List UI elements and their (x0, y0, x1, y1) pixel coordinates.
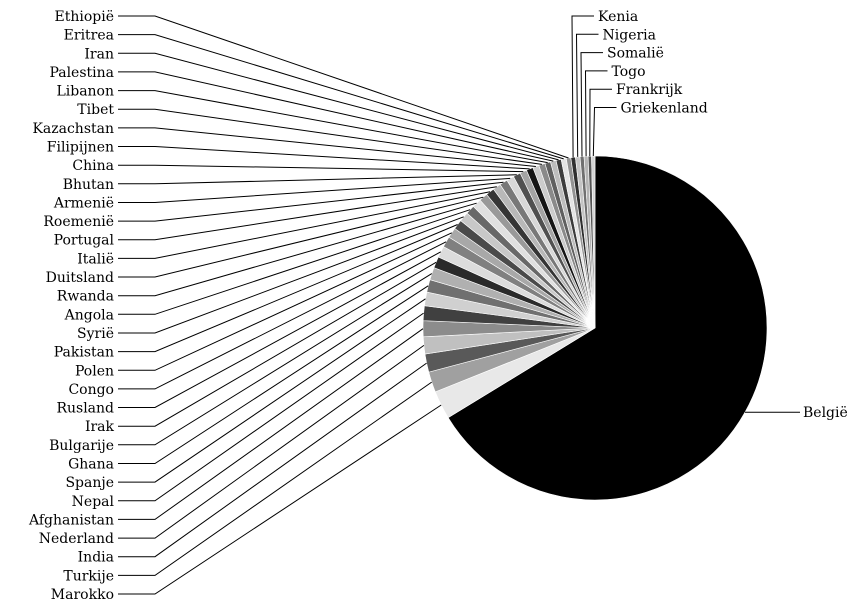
label-afghanistan: Afghanistan (28, 512, 114, 528)
label-turkije: Turkije (63, 568, 114, 584)
label-tibet: Tibet (77, 102, 114, 118)
leader-line-kazachstan (118, 127, 536, 167)
leader-line-somalie (580, 52, 603, 157)
label-somalie: Somalië (607, 46, 664, 62)
label-syrie: Syrië (77, 326, 114, 342)
leader-line-palestina (118, 71, 554, 162)
leader-line-duitsland (118, 196, 484, 278)
leader-line-nederland (118, 344, 425, 539)
label-rusland: Rusland (56, 401, 114, 417)
leader-line-syrie (118, 216, 464, 334)
leader-line-afghanistan (118, 328, 424, 520)
label-griekenland: Griekenland (621, 101, 708, 117)
leader-line-ethiopie (118, 15, 569, 159)
leader-line-iran (118, 52, 559, 161)
label-polen: Polen (75, 363, 114, 379)
leader-line-bulgarije (118, 273, 433, 446)
leader-line-turkije (118, 381, 432, 576)
label-china: China (72, 158, 114, 174)
label-frankrijk: Frankrijk (616, 82, 683, 98)
label-kazachstan: Kazachstan (32, 121, 114, 137)
leader-line-kenia (571, 15, 594, 158)
label-roemenie: Roemenië (43, 214, 114, 230)
label-congo: Congo (68, 382, 114, 398)
leader-line-bhutan (118, 174, 517, 185)
label-india: India (78, 550, 114, 566)
leader-line-polen (118, 232, 453, 371)
leader-line-marokko (118, 404, 442, 595)
label-nigeria: Nigeria (603, 27, 657, 43)
leader-line-nepal (118, 312, 424, 502)
leader-line-rusland (118, 251, 442, 408)
leader-line-angola (118, 209, 471, 315)
leader-line-italie (118, 191, 491, 259)
slice-griekenland (591, 155, 596, 329)
leader-line-china (118, 164, 524, 173)
label-rwanda: Rwanda (57, 289, 114, 305)
leader-line-griekenland (592, 107, 617, 157)
leader-line-rwanda (118, 202, 477, 297)
label-nepal: Nepal (72, 494, 115, 510)
label-italie: Italië (77, 251, 114, 267)
leader-line-armenie (118, 177, 511, 203)
label-irak: Irak (85, 419, 115, 435)
label-ethiopie: Ethiopië (55, 9, 115, 25)
label-nederland: Nederland (39, 531, 114, 547)
label-marokko: Marokko (51, 587, 114, 603)
leader-line-tibet (118, 108, 542, 165)
leader-lines (118, 15, 800, 595)
leader-line-pakistan (118, 224, 458, 353)
label-bulgarije: Bulgarije (49, 438, 114, 454)
leader-line-spanje (118, 298, 426, 483)
label-angola: Angola (64, 307, 114, 323)
label-pakistan: Pakistan (54, 345, 114, 361)
label-kenia: Kenia (598, 9, 638, 25)
leader-line-frankrijk (589, 88, 612, 157)
label-ghana: Ghana (68, 457, 114, 473)
leader-line-nigeria (575, 33, 599, 157)
leader-line-irak (118, 261, 437, 427)
label-togo: Togo (612, 64, 646, 80)
label-spanje: Spanje (65, 475, 114, 491)
label-bhutan: Bhutan (63, 177, 114, 193)
leader-line-roemenie (118, 181, 504, 222)
label-iran: Iran (84, 46, 114, 62)
leader-line-togo (584, 70, 608, 157)
slice-labels: België Marokko Turkije India Nederland Afghan… (28, 9, 848, 603)
label-libanon: Libanon (56, 84, 114, 100)
label-eritrea: Eritrea (64, 28, 114, 44)
pie-slices (422, 155, 768, 501)
leader-line-portugal (118, 186, 497, 241)
leader-line-india (118, 362, 427, 558)
leader-line-filipijnen (118, 146, 530, 170)
leader-line-eritrea (118, 34, 564, 160)
label-armenie: Armenië (53, 196, 114, 212)
label-belgie: België (803, 405, 848, 421)
label-portugal: Portugal (54, 233, 115, 249)
label-duitsland: Duitsland (46, 270, 114, 286)
leader-line-congo (118, 241, 447, 390)
label-palestina: Palestina (49, 65, 114, 81)
leader-line-ghana (118, 285, 429, 464)
label-filipijnen: Filipijnen (47, 140, 114, 156)
leader-line-libanon (118, 90, 548, 164)
